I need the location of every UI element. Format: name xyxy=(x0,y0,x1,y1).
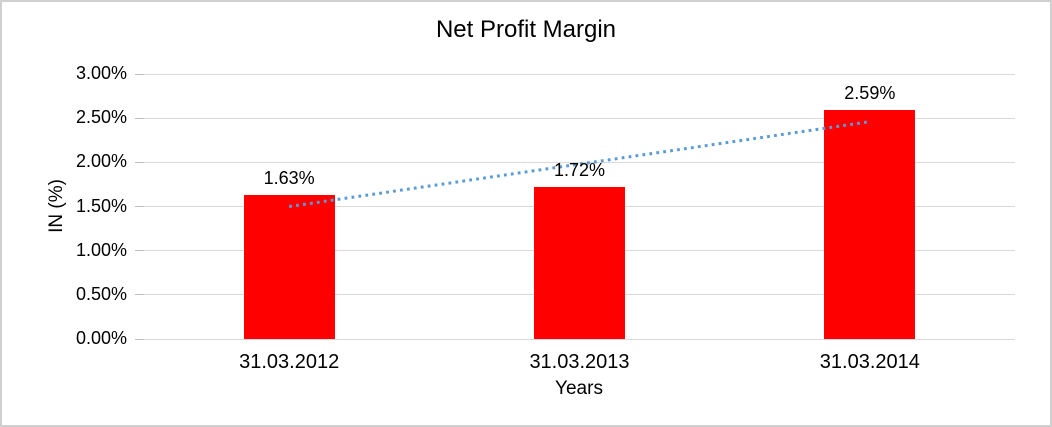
trendline xyxy=(288,120,871,208)
gridline xyxy=(144,161,1015,163)
y-axis-tick xyxy=(135,206,144,207)
y-axis-tick xyxy=(135,294,144,296)
y-tick-label: 1.50% xyxy=(75,195,127,216)
bar xyxy=(243,195,335,339)
bar xyxy=(824,110,916,339)
y-axis-tick xyxy=(135,73,144,75)
y-axis-tick xyxy=(135,338,144,340)
y-axis-tick xyxy=(135,117,144,119)
y-axis-tick xyxy=(135,161,144,163)
bar-value-label: 2.59% xyxy=(844,83,896,104)
gridline xyxy=(144,73,1015,75)
x-category-label: 31.03.2014 xyxy=(819,351,920,373)
chart-title: Net Profit Margin xyxy=(435,16,617,43)
bar-value-label: 1.72% xyxy=(553,160,606,181)
y-tick-label: 0.50% xyxy=(75,283,127,304)
bar-value-label: 1.63% xyxy=(263,168,315,189)
x-category-label: 31.03.2013 xyxy=(529,351,630,373)
y-tick-label: 2.50% xyxy=(75,107,127,128)
plot-area: 1.63% 1.72% 2.59% xyxy=(135,73,1015,340)
y-tick-label: 1.00% xyxy=(75,239,127,260)
x-axis-title: Years xyxy=(555,378,603,399)
gridline xyxy=(144,117,1015,119)
y-tick-label: 0.00% xyxy=(75,328,127,348)
y-axis-tick xyxy=(135,250,144,252)
gridline xyxy=(144,338,1015,340)
y-tick-label: 3.00% xyxy=(75,63,127,83)
y-tick-label: 2.00% xyxy=(75,151,127,172)
x-category-label: 31.03.2012 xyxy=(239,351,340,373)
bar xyxy=(534,187,625,339)
